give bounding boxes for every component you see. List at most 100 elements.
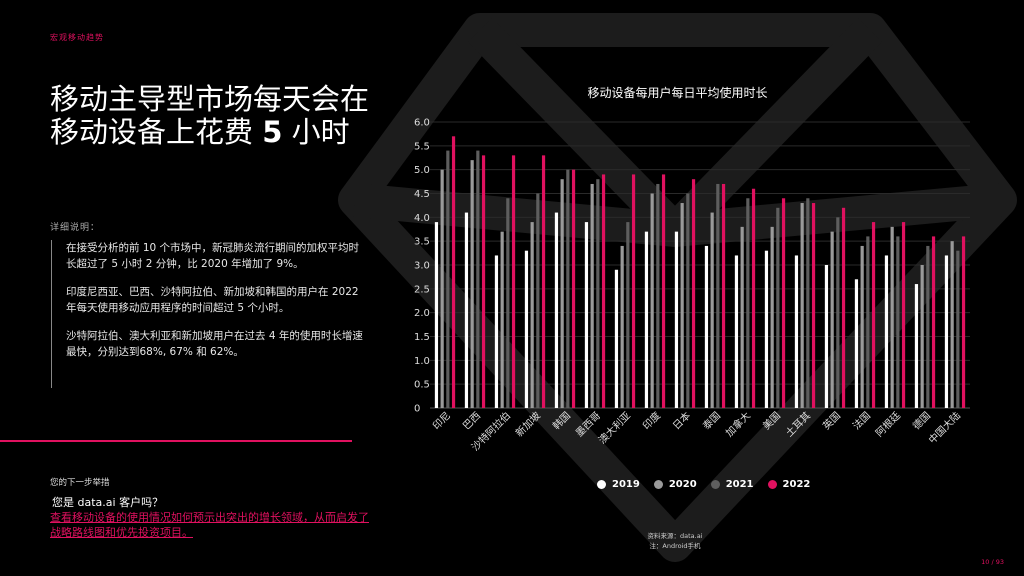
bar-2022 — [451, 136, 456, 409]
bar-2020 — [680, 203, 684, 408]
y-tick-label: 3.0 — [414, 261, 430, 272]
bar-2021 — [836, 217, 840, 408]
bar-2021 — [656, 183, 660, 408]
title-text-1: 移动主导型市场每天会在移动设备上花费 — [50, 82, 370, 149]
bar-2019 — [704, 245, 709, 408]
legend-label-2022: 2022 — [782, 479, 811, 490]
bar-2022 — [931, 236, 936, 408]
bar-2020 — [950, 241, 954, 408]
y-tick-label: 5.0 — [414, 165, 430, 176]
y-tick-label: 6.0 — [414, 118, 430, 129]
bar-2022 — [541, 155, 546, 408]
x-tick-label: 印尼 — [430, 410, 453, 433]
y-tick-label: 0 — [414, 404, 420, 415]
bar-2021 — [686, 193, 690, 408]
bar-2019 — [944, 255, 949, 408]
bar-2021 — [806, 198, 810, 408]
usage-insights-link[interactable]: 查看移动设备的使用情况如何预示出突出的增长领域，从而启发了战略路线图和优先投资项… — [50, 511, 369, 539]
bar-2021 — [566, 169, 570, 408]
bar-2019 — [584, 222, 589, 408]
x-tick-label: 土耳其 — [783, 409, 813, 439]
title-text-2: 小时 — [282, 115, 350, 149]
bar-2020 — [800, 203, 804, 408]
bar-2022 — [481, 155, 486, 408]
x-tick-label: 德国 — [910, 409, 933, 432]
legend-item-2020: 2020 — [653, 479, 697, 490]
note-paragraph-2: 印度尼西亚、巴西、沙特阿拉伯、新加坡和韩国的用户在 2022 年每天使用移动应用… — [66, 286, 359, 314]
bar-2022 — [601, 174, 606, 408]
bar-2019 — [794, 255, 799, 408]
bar-2022 — [631, 174, 636, 408]
bar-2019 — [914, 284, 919, 408]
section-label: 宏观移动趋势 — [50, 33, 104, 42]
bar-2022 — [811, 203, 816, 408]
bar-2021 — [866, 236, 870, 408]
y-tick-label: 2.5 — [414, 284, 430, 295]
y-tick-label: 4.5 — [414, 189, 430, 200]
bar-2019 — [734, 255, 739, 408]
bar-2019 — [644, 231, 649, 408]
bar-2021 — [776, 207, 780, 408]
note-paragraph-3: 沙特阿拉伯、澳大利亚和新加坡用户在过去 4 年的使用时长增速最快，分别达到68%… — [66, 330, 363, 358]
y-tick-label: 4.0 — [414, 213, 430, 224]
bar-2021 — [926, 245, 930, 408]
x-tick-label: 中国大陆 — [926, 409, 963, 446]
legend-label-2021: 2021 — [725, 479, 754, 490]
bar-2021 — [506, 198, 510, 408]
legend-item-2021: 2021 — [710, 479, 754, 490]
legend-dot-2022 — [767, 480, 777, 489]
x-tick-label: 泰国 — [700, 409, 723, 432]
bar-2020 — [530, 222, 534, 408]
x-tick-label: 韩国 — [550, 409, 573, 432]
legend-dot-2019 — [597, 480, 606, 489]
y-tick-label: 0.5 — [414, 380, 430, 391]
bar-2022 — [721, 183, 726, 408]
customer-question: 您是 data.ai 客户吗？ — [52, 496, 164, 509]
bar-2020 — [830, 231, 834, 408]
bar-2020 — [440, 169, 444, 408]
bar-2019 — [434, 222, 439, 408]
x-tick-label: 新加坡 — [513, 409, 543, 439]
bar-2021 — [896, 236, 900, 408]
bar-2022 — [781, 198, 786, 408]
page-number: 10 / 93 — [981, 558, 1004, 566]
page-title: 移动主导型市场每天会在移动设备上花费 5 小时 — [50, 83, 380, 149]
bar-2022 — [961, 236, 966, 408]
legend-label-2019: 2019 — [612, 479, 640, 490]
title-bold-number: 5 — [262, 115, 283, 149]
bar-2021 — [716, 183, 720, 408]
bar-2021 — [446, 150, 450, 408]
bar-2020 — [560, 179, 564, 408]
bar-2019 — [464, 212, 469, 408]
y-tick-label: 3.5 — [414, 237, 430, 248]
bar-2021 — [626, 222, 630, 408]
y-tick-label: 5.5 — [414, 141, 430, 152]
bar-2020 — [740, 226, 744, 408]
bar-2021 — [476, 150, 480, 408]
bar-2021 — [536, 193, 540, 408]
x-tick-label: 澳大利亚 — [596, 409, 633, 446]
y-tick-label: 1.5 — [414, 332, 430, 343]
bar-2020 — [620, 245, 624, 408]
bar-2019 — [764, 250, 769, 408]
bar-2022 — [871, 222, 876, 408]
bar-2022 — [901, 222, 906, 408]
y-tick-label: 1.0 — [414, 356, 430, 367]
bar-2020 — [770, 226, 774, 408]
bar-2019 — [614, 269, 619, 408]
bar-2019 — [524, 250, 529, 408]
bar-2019 — [854, 279, 859, 408]
bar-2020 — [470, 160, 474, 408]
bar-2022 — [571, 169, 576, 408]
bar-2019 — [674, 231, 679, 408]
bar-2022 — [751, 188, 756, 408]
x-tick-label: 日本 — [670, 409, 693, 432]
legend-item-2019: 2019 — [597, 479, 640, 490]
note-text: 注：Android手机 — [649, 542, 701, 550]
y-tick-label: 2.0 — [414, 308, 430, 319]
chart-legend: 2019 2020 2021 2022 — [597, 479, 810, 490]
bar-2019 — [554, 212, 559, 408]
bar-2021 — [596, 179, 600, 408]
legend-label-2020: 2020 — [668, 479, 697, 490]
bar-2020 — [650, 193, 654, 408]
